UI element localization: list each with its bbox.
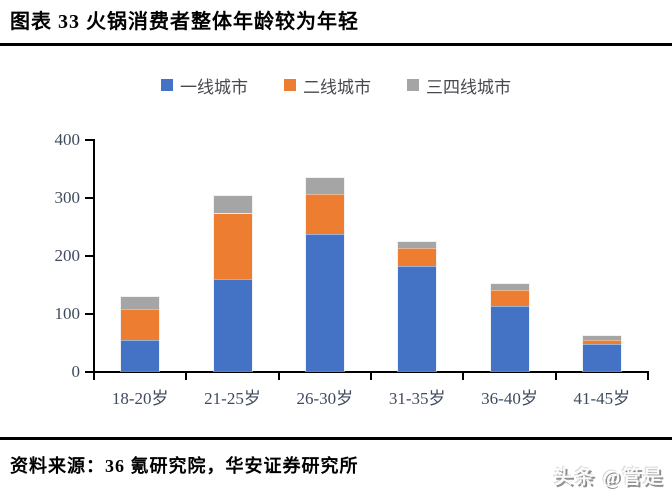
legend-label: 一线城市 xyxy=(180,77,248,97)
x-axis-tick xyxy=(554,372,557,380)
bar-segment xyxy=(213,278,252,372)
bar-segment xyxy=(305,233,344,372)
y-axis-tick xyxy=(85,254,94,257)
bar-segment xyxy=(582,339,621,344)
bar-segment xyxy=(213,196,252,214)
x-axis-tick xyxy=(185,372,188,380)
bar-segment xyxy=(582,336,621,340)
x-axis-tick xyxy=(462,372,465,380)
x-axis-label: 41-45岁 xyxy=(573,388,631,408)
legend-item: 二线城市 xyxy=(284,73,371,98)
legend-label: 二线城市 xyxy=(303,77,371,97)
x-axis-tick xyxy=(93,372,95,380)
legend-item: 一线城市 xyxy=(161,73,248,98)
x-axis-label: 18-20岁 xyxy=(111,388,169,408)
bar-segment xyxy=(582,343,621,372)
y-axis-tick xyxy=(85,139,94,141)
bar-segment xyxy=(121,308,160,340)
legend-swatch xyxy=(284,79,296,91)
legend-swatch xyxy=(407,79,419,91)
figure-title: 图表 33 火锅消费者整体年龄较为年轻 xyxy=(10,11,359,33)
bar-segment xyxy=(398,266,437,372)
y-axis-label: 100 xyxy=(54,303,81,323)
x-axis-line xyxy=(93,371,649,373)
bar-segment xyxy=(490,306,529,372)
bar-segment xyxy=(121,296,160,309)
y-axis-label: 300 xyxy=(54,187,81,207)
y-axis-label: 400 xyxy=(54,130,81,149)
chart-legend: 一线城市 二线城市 三四线城市 xyxy=(0,73,672,97)
y-axis-label: 0 xyxy=(71,361,81,381)
y-axis-tick xyxy=(85,370,94,373)
bar-segment xyxy=(490,290,529,307)
legend-swatch xyxy=(161,79,173,91)
bar-segment xyxy=(490,283,529,291)
source-note: 资料来源：36 氪研究院，华安证券研究所 xyxy=(10,456,359,476)
y-axis-line xyxy=(93,139,95,375)
legend-item: 三四线城市 xyxy=(407,73,511,98)
x-axis-label: 26-30岁 xyxy=(296,388,354,408)
y-axis-tick xyxy=(85,312,94,315)
legend-label: 三四线城市 xyxy=(426,77,511,97)
x-axis-label: 31-35岁 xyxy=(388,388,446,408)
x-axis-tick xyxy=(277,372,280,380)
x-axis-tick xyxy=(647,372,649,380)
bar-segment xyxy=(398,248,437,267)
watermark: 头条 @管是 xyxy=(553,467,664,488)
footer-divider xyxy=(0,437,672,440)
bar-segment xyxy=(213,213,252,279)
y-axis-tick xyxy=(85,196,94,199)
title-divider xyxy=(0,43,672,46)
bar-segment xyxy=(305,194,344,234)
bar-segment xyxy=(398,241,437,249)
x-axis-label: 36-40岁 xyxy=(481,388,538,408)
x-axis-tick xyxy=(370,372,372,380)
y-axis-label: 200 xyxy=(54,245,81,265)
bar-segment xyxy=(121,339,160,372)
bar-segment xyxy=(305,178,344,195)
x-axis-label: 21-25岁 xyxy=(204,388,261,408)
